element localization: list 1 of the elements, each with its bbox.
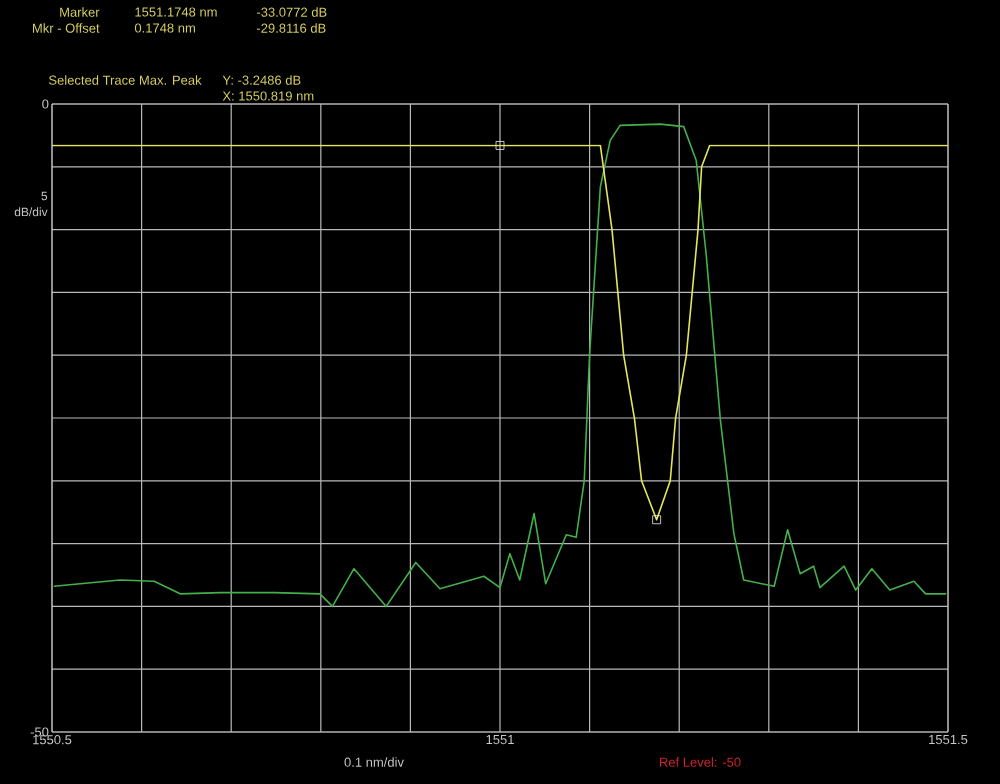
line-series — [53, 123, 948, 608]
